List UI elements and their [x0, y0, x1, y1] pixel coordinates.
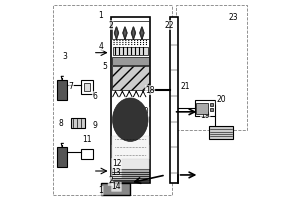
Polygon shape	[115, 27, 119, 39]
Text: 8: 8	[59, 119, 64, 128]
Text: 21: 21	[181, 82, 190, 91]
Text: 2: 2	[108, 176, 113, 185]
Polygon shape	[131, 27, 135, 39]
Text: 4: 4	[98, 42, 103, 51]
Text: 6: 6	[92, 92, 97, 101]
Bar	[84, 83, 90, 91]
Bar	[210, 103, 213, 106]
Text: 7: 7	[69, 82, 74, 91]
Polygon shape	[140, 27, 144, 39]
Bar	[112, 57, 149, 64]
Text: 11: 11	[82, 135, 92, 144]
Bar	[112, 145, 149, 169]
Bar	[71, 118, 85, 128]
Text: 14: 14	[112, 182, 121, 191]
Text: 1: 1	[98, 11, 103, 20]
Text: 9: 9	[92, 121, 97, 130]
Text: 22: 22	[165, 21, 175, 30]
Text: 1: 1	[98, 186, 103, 195]
Text: 10: 10	[139, 107, 149, 116]
Text: 2: 2	[108, 21, 113, 30]
Bar	[112, 21, 149, 39]
Text: 19: 19	[200, 111, 210, 120]
Bar	[112, 136, 149, 159]
Bar	[57, 80, 67, 100]
Bar	[196, 103, 208, 114]
Bar	[101, 183, 130, 195]
Polygon shape	[123, 27, 127, 39]
Text: 12: 12	[112, 159, 121, 168]
Bar	[112, 66, 149, 90]
Bar	[111, 17, 150, 183]
Text: 18: 18	[145, 86, 155, 95]
Bar	[170, 17, 178, 183]
Ellipse shape	[112, 98, 148, 141]
Text: 13: 13	[112, 168, 121, 177]
Bar	[210, 108, 213, 111]
Bar	[81, 149, 93, 159]
Ellipse shape	[115, 118, 146, 137]
Text: 20: 20	[216, 96, 226, 104]
Bar	[112, 47, 148, 55]
Bar	[209, 126, 233, 139]
Bar	[112, 169, 149, 181]
Bar	[81, 80, 93, 94]
Text: 3: 3	[63, 52, 68, 61]
Text: 23: 23	[228, 13, 238, 22]
Bar	[195, 100, 215, 116]
Bar	[57, 147, 67, 167]
Text: 5: 5	[102, 62, 107, 71]
